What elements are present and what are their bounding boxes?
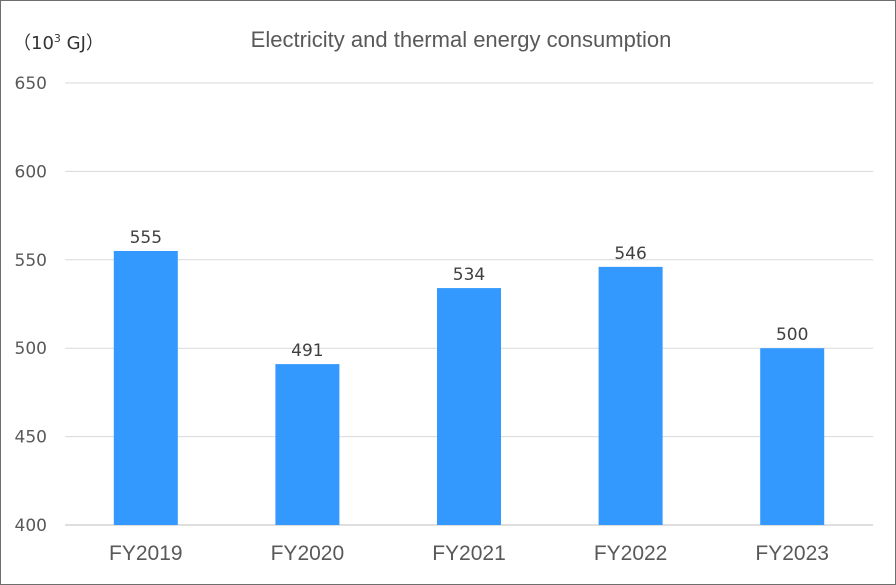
data-label: 546 bbox=[614, 244, 646, 264]
y-tick-label: 600 bbox=[15, 162, 47, 182]
x-tick-label: FY2022 bbox=[594, 542, 668, 565]
bar-fy2020 bbox=[275, 364, 340, 525]
x-tick-label: FY2020 bbox=[271, 542, 345, 565]
unit-suffix: GJ） bbox=[61, 33, 104, 54]
bars bbox=[113, 250, 825, 525]
y-axis-unit-label: （103 GJ） bbox=[13, 32, 104, 54]
y-tick-label: 650 bbox=[15, 74, 47, 94]
x-axis-ticks: FY2019 FY2020 FY2021 FY2022 FY2023 bbox=[109, 542, 829, 565]
chart-title: Electricity and thermal energy consumpti… bbox=[251, 27, 672, 52]
data-label: 534 bbox=[453, 265, 485, 285]
unit-prefix: （10 bbox=[13, 33, 54, 54]
x-tick-label: FY2023 bbox=[755, 542, 829, 565]
y-tick-label: 500 bbox=[15, 339, 47, 359]
y-tick-label: 400 bbox=[15, 516, 47, 536]
y-tick-label: 450 bbox=[15, 428, 47, 448]
data-label: 500 bbox=[776, 325, 808, 345]
bar-fy2022 bbox=[598, 266, 663, 525]
x-tick-label: FY2019 bbox=[109, 542, 183, 565]
y-axis-ticks: 400 450 500 550 600 650 bbox=[15, 74, 47, 536]
data-labels: 555 491 534 546 500 bbox=[130, 228, 809, 361]
data-label: 491 bbox=[291, 341, 323, 361]
data-label: 555 bbox=[130, 228, 162, 248]
unit-superscript: 3 bbox=[54, 32, 61, 45]
y-tick-label: 550 bbox=[15, 251, 47, 271]
x-tick-label: FY2021 bbox=[432, 542, 506, 565]
bar-fy2023 bbox=[760, 348, 825, 525]
bar-fy2021 bbox=[437, 288, 501, 525]
bar-fy2019 bbox=[113, 250, 178, 525]
